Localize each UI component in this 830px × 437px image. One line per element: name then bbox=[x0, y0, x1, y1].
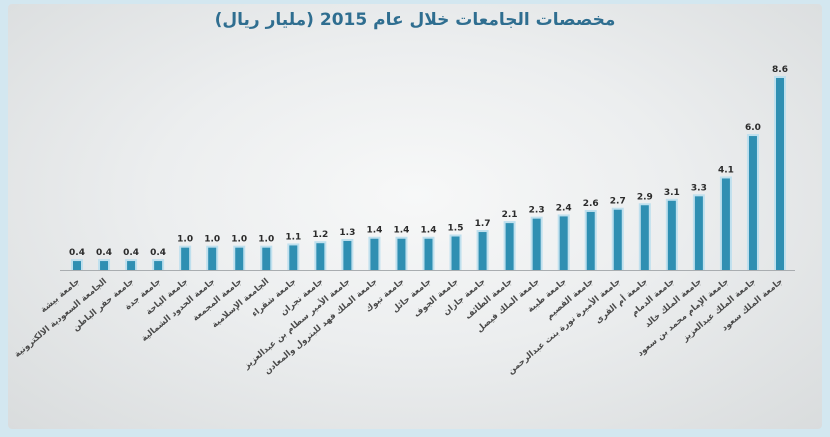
data-label-16: 1.7 bbox=[475, 219, 491, 229]
data-label-8: 1.0 bbox=[258, 235, 274, 245]
chart-title: مخصصات الجامعات خلال عام 2015 (مليار ريا… bbox=[214, 10, 616, 30]
data-label-6: 1.0 bbox=[204, 235, 220, 245]
bar-25 bbox=[721, 178, 730, 270]
bar-2 bbox=[100, 261, 109, 270]
data-label-12: 1.4 bbox=[366, 226, 382, 236]
data-label-14: 1.4 bbox=[421, 226, 437, 236]
bar-16 bbox=[478, 232, 487, 270]
bar-19 bbox=[559, 216, 568, 270]
data-label-9: 1.1 bbox=[285, 232, 301, 242]
data-label-21: 2.7 bbox=[610, 197, 626, 207]
bar-6 bbox=[208, 247, 217, 270]
bar-5 bbox=[181, 247, 190, 270]
bar-18 bbox=[532, 218, 541, 270]
bar-15 bbox=[451, 236, 460, 270]
bar-26 bbox=[748, 136, 757, 270]
bar-1 bbox=[73, 261, 81, 270]
bar-8 bbox=[262, 247, 271, 270]
data-label-23: 3.1 bbox=[664, 188, 680, 198]
bar-4 bbox=[154, 261, 163, 270]
data-label-5: 1.0 bbox=[177, 235, 193, 245]
bar-23 bbox=[667, 200, 676, 270]
data-label-11: 1.3 bbox=[339, 228, 355, 238]
bar-14 bbox=[424, 238, 433, 270]
bar-22 bbox=[640, 205, 649, 270]
data-label-15: 1.5 bbox=[448, 224, 464, 234]
data-label-27: 8.6 bbox=[772, 65, 788, 75]
bar-9 bbox=[289, 245, 298, 270]
data-label-20: 2.6 bbox=[583, 199, 599, 209]
data-label-19: 2.4 bbox=[556, 203, 572, 213]
data-label-18: 2.3 bbox=[529, 206, 545, 216]
bar-3 bbox=[127, 261, 136, 270]
bar-24 bbox=[694, 196, 703, 270]
data-label-26: 6.0 bbox=[745, 123, 761, 133]
data-label-1: 0.4 bbox=[69, 248, 85, 258]
data-label-4: 0.4 bbox=[150, 248, 166, 258]
chart-panel bbox=[8, 4, 822, 429]
bar-13 bbox=[397, 238, 406, 270]
data-label-22: 2.9 bbox=[637, 192, 653, 202]
data-label-24: 3.3 bbox=[691, 183, 707, 193]
bar-10 bbox=[316, 243, 325, 270]
data-label-13: 1.4 bbox=[393, 226, 409, 236]
bar-27 bbox=[776, 78, 784, 270]
data-label-10: 1.2 bbox=[312, 230, 328, 240]
bar-11 bbox=[343, 240, 352, 270]
bar-20 bbox=[586, 211, 595, 270]
bar-7 bbox=[235, 247, 244, 270]
data-label-7: 1.0 bbox=[231, 235, 247, 245]
data-label-25: 4.1 bbox=[718, 165, 734, 175]
data-label-2: 0.4 bbox=[96, 248, 112, 258]
bar-12 bbox=[370, 238, 379, 270]
data-label-3: 0.4 bbox=[123, 248, 139, 258]
data-label-17: 2.1 bbox=[502, 210, 518, 220]
bar-21 bbox=[613, 209, 622, 270]
bar-17 bbox=[505, 223, 514, 270]
